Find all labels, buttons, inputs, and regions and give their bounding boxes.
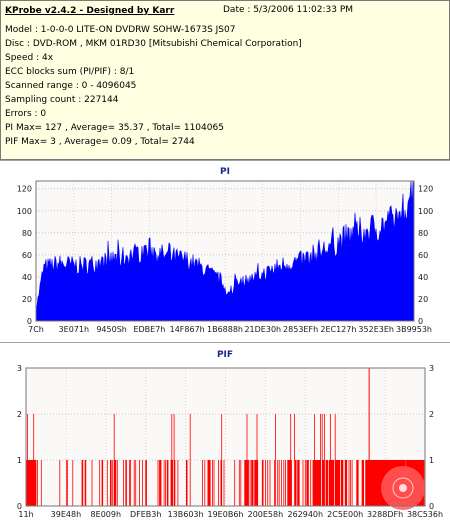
pif-xtick-label: 11h bbox=[18, 510, 33, 519]
pif-xtick-label: DFEB3h bbox=[130, 510, 161, 519]
pi-xtick-label: 2853EFh bbox=[283, 325, 318, 334]
pif-ytick-right: 1 bbox=[429, 456, 434, 465]
pi-ytick-left: 0 bbox=[27, 317, 32, 326]
pi-ytick-left: 20 bbox=[22, 295, 32, 304]
model-line: Model : 1-0-0-0 LITE-ON DVDRW SOHW-1673S… bbox=[5, 25, 236, 35]
pif-plot-border bbox=[25, 367, 426, 507]
pif-chart: PIF 0 0 1 1 2 2 3 3 11h 39E48h 8E009h DFEB3h 13B603h… bbox=[17, 350, 443, 519]
scan-date: Date : 5/3/2006 11:02:33 PM bbox=[223, 5, 354, 15]
pif-xtick-label: 2C5E00h bbox=[327, 510, 363, 519]
disc-line: Disc : DVD-ROM , MKM 01RD30 [Mitsubishi … bbox=[5, 39, 302, 49]
pi-xtick-label: 3B9953h bbox=[396, 325, 432, 334]
pif-xtick-label: 8E009h bbox=[91, 510, 121, 519]
pi-chart: PI 0 0 20 20 40 40 60 60 80 80 100 100 120 120 7Ch 3E07… bbox=[17, 167, 434, 334]
pif-ytick-left: 1 bbox=[17, 456, 22, 465]
ecc-line: ECC blocks sum (PI/PIF) : 8/1 bbox=[5, 67, 135, 77]
pi-ytick-left: 100 bbox=[17, 207, 32, 216]
pi-ytick-right: 60 bbox=[418, 251, 428, 260]
pif-xtick-label: 262940h bbox=[287, 510, 323, 519]
pi-ytick-left: 80 bbox=[22, 229, 32, 238]
pif-xtick-label: 200E58h bbox=[248, 510, 284, 519]
pi-ytick-left: 60 bbox=[22, 251, 32, 260]
pif-ytick-left: 2 bbox=[17, 410, 22, 419]
pif-chart-title: PIF bbox=[217, 350, 233, 360]
pi-ytick-right: 20 bbox=[418, 295, 428, 304]
pif-ytick-left: 3 bbox=[17, 364, 22, 373]
pif-xtick-label: 38C536h bbox=[407, 510, 443, 519]
pi-series-area bbox=[35, 180, 415, 322]
pif-xtick-label: 3288DFh bbox=[367, 510, 403, 519]
pi-xtick-label: 352E3Eh bbox=[358, 325, 394, 334]
pi-xtick-label: 9450Sh bbox=[96, 325, 127, 334]
pi-ytick-right: 120 bbox=[418, 185, 433, 194]
disc-logo-hole bbox=[399, 484, 407, 492]
speed-line: Speed : 4x bbox=[5, 53, 54, 63]
pi-xtick-label: 14F867h bbox=[170, 325, 205, 334]
pi-xtick-label: 21DE30h bbox=[244, 325, 281, 334]
pif-summary-line: PIF Max= 3 , Average= 0.09 , Total= 2744 bbox=[5, 137, 195, 147]
pif-xtick-label: 19E0B6h bbox=[208, 510, 244, 519]
disc-logo-ring bbox=[392, 477, 414, 499]
sampling-line: Sampling count : 227144 bbox=[5, 95, 119, 105]
pi-summary-line: PI Max= 127 , Average= 35.37 , Total= 11… bbox=[5, 123, 224, 133]
pi-plot-border bbox=[35, 180, 415, 322]
pif-ytick-left: 0 bbox=[17, 502, 22, 511]
pif-ytick-right: 2 bbox=[429, 410, 434, 419]
pi-xtick-label: 1B6888h bbox=[207, 325, 243, 334]
errors-line: Errors : 0 bbox=[5, 109, 47, 119]
pif-xtick-label: 13B603h bbox=[168, 510, 204, 519]
pi-ytick-left: 40 bbox=[22, 273, 32, 282]
pi-chart-title: PI bbox=[220, 167, 230, 177]
pif-ytick-right: 3 bbox=[429, 364, 434, 373]
pi-xtick-label: 2EC127h bbox=[320, 325, 356, 334]
pi-ytick-right: 80 bbox=[418, 229, 428, 238]
pi-ytick-right: 0 bbox=[418, 317, 423, 326]
pif-ytick-right: 0 bbox=[429, 502, 434, 511]
pi-xtick-label: EDBE7h bbox=[133, 325, 165, 334]
pi-xtick-label: 3E071h bbox=[59, 325, 89, 334]
pif-xtick-label: 39E48h bbox=[51, 510, 81, 519]
pi-ytick-left: 120 bbox=[17, 185, 32, 194]
app-title: KProbe v2.4.2 - Designed by Karr bbox=[5, 6, 175, 16]
info-panel: KProbe v2.4.2 - Designed by Karr Date : … bbox=[0, 0, 450, 160]
pi-xtick-label: 7Ch bbox=[28, 325, 44, 334]
pif-chart-panel: PIF 0 0 1 1 2 2 3 3 11h 39E48h 8E009h DFEB3h 13B603h… bbox=[0, 342, 450, 529]
range-line: Scanned range : 0 - 4096045 bbox=[5, 81, 137, 91]
pi-ytick-right: 100 bbox=[418, 207, 433, 216]
pi-ytick-right: 40 bbox=[418, 273, 428, 282]
pi-chart-panel: PI 0 0 20 20 40 40 60 60 80 80 100 100 120 120 7Ch 3E07… bbox=[0, 160, 450, 342]
